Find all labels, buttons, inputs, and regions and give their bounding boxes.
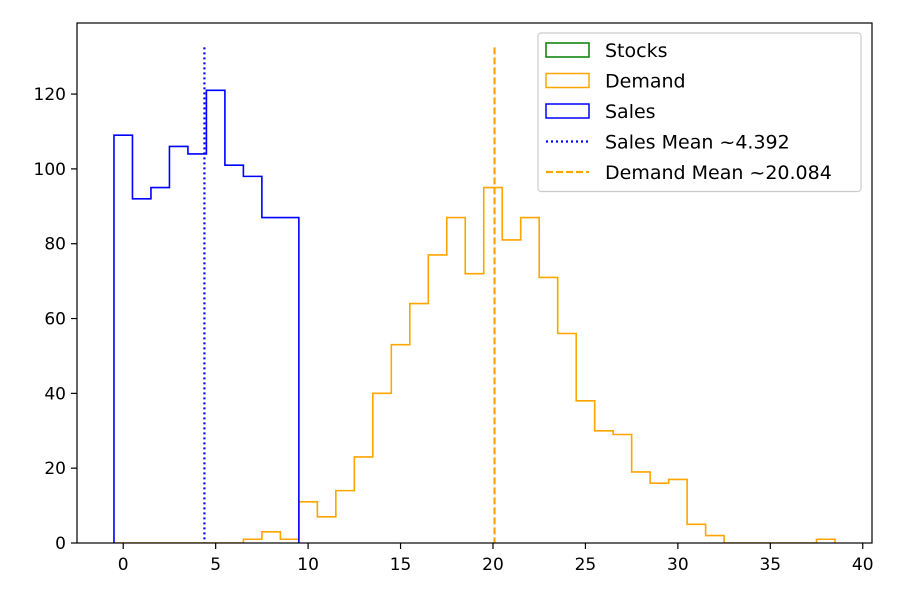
x-tick-label: 35	[759, 555, 781, 575]
x-tick-label: 40	[852, 555, 874, 575]
histogram-step-sales	[113, 89, 300, 543]
legend: Stocks Demand Sales Sales Mean ~4.392 Demand…	[537, 32, 862, 193]
legend-label-sales: Sales	[605, 101, 656, 123]
axes: 0 5 10 15 20 25 30 35 40 0 20 40 60 80 100 120	[34, 22, 874, 575]
y-tick-label: 60	[44, 310, 66, 330]
y-tick-label: 80	[44, 235, 66, 255]
legend-swatch-demand	[545, 72, 590, 89]
histogram-step-demand	[113, 186, 836, 543]
y-tick-label: 120	[34, 85, 66, 105]
y-tick-label: 20	[44, 459, 66, 479]
y-tick-label: 100	[34, 160, 66, 180]
axes-frame	[76, 22, 873, 544]
x-tick-label: 20	[482, 555, 504, 575]
legend-label-sales-mean-4-392: Sales Mean ~4.392	[605, 132, 790, 154]
legend-label-demand: Demand	[605, 71, 686, 93]
legend-label-demand-mean-20-084: Demand Mean ~20.084	[605, 162, 832, 184]
legend-swatch-stocks	[545, 42, 590, 58]
legend-swatch-sales	[545, 103, 590, 119]
x-tick-label: 10	[297, 555, 319, 575]
x-tick-label: 15	[390, 555, 412, 575]
x-tick-label: 0	[118, 555, 129, 575]
y-tick-label: 0	[55, 534, 66, 554]
plot-area	[113, 47, 836, 543]
x-tick-label: 30	[667, 555, 689, 575]
y-tick-label: 40	[44, 384, 66, 404]
legend-box	[537, 32, 862, 193]
x-tick-label: 25	[575, 555, 597, 575]
x-tick-label: 5	[210, 555, 221, 575]
legend-label-stocks: Stocks	[605, 40, 667, 62]
